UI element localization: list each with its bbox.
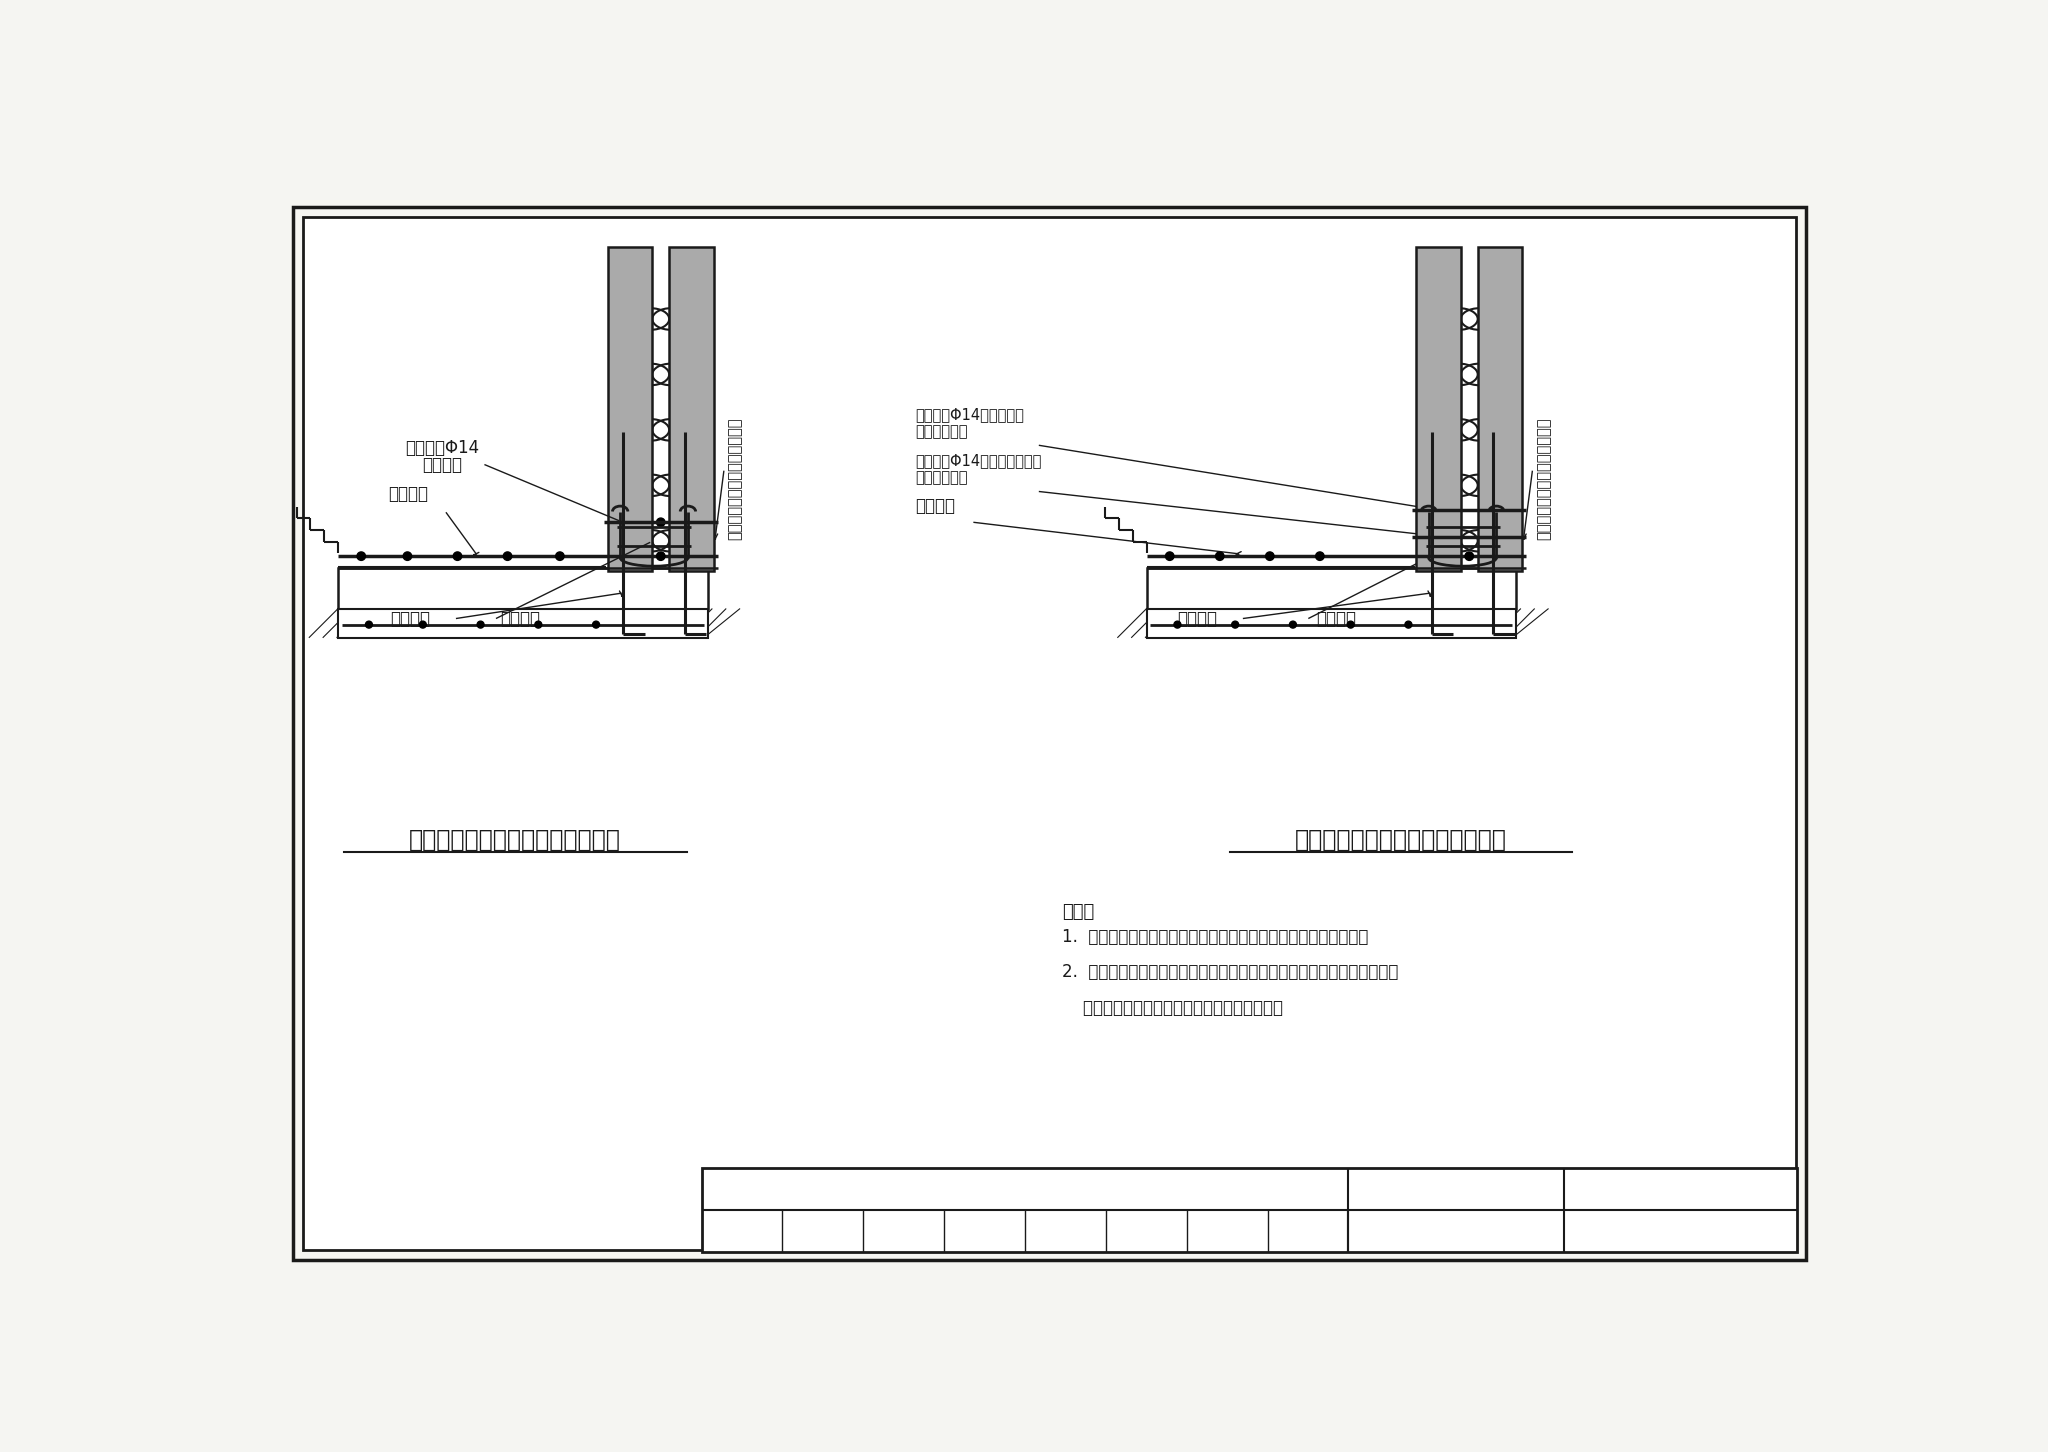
Circle shape xyxy=(1165,552,1174,560)
Text: 校对: 校对 xyxy=(977,1223,993,1236)
Text: 矩形管道侧墙底部构造示意（一）: 矩形管道侧墙底部构造示意（一） xyxy=(410,828,621,851)
Text: 1.  底层模块灌孔混凝土强度等级与基础底板混凝土强度等级相同。: 1. 底层模块灌孔混凝土强度等级与基础底板混凝土强度等级相同。 xyxy=(1063,928,1368,947)
Circle shape xyxy=(657,518,666,527)
Circle shape xyxy=(453,552,461,560)
Text: 施工单位亦可采用图示以外的其他定位方式。: 施工单位亦可采用图示以外的其他定位方式。 xyxy=(1063,999,1282,1016)
Text: 52: 52 xyxy=(1716,1179,1745,1199)
Circle shape xyxy=(1464,552,1473,560)
Bar xyxy=(1147,569,1516,608)
Text: 底板钢筋: 底板钢筋 xyxy=(915,497,956,514)
Text: 说明：: 说明： xyxy=(1063,903,1094,922)
Text: 设计: 设计 xyxy=(1139,1223,1155,1236)
Circle shape xyxy=(1231,621,1239,629)
Text: （通长设置）: （通长设置） xyxy=(915,424,969,439)
Circle shape xyxy=(1266,552,1274,560)
Text: （通长）: （通长） xyxy=(422,456,463,473)
Text: 李旻: 李旻 xyxy=(1219,1223,1235,1236)
Circle shape xyxy=(1315,552,1325,560)
Bar xyxy=(1415,247,1460,571)
Text: 定位钢筋Φ14与底板钢筋点焊: 定位钢筋Φ14与底板钢筋点焊 xyxy=(915,453,1042,469)
Bar xyxy=(338,569,709,608)
Text: 本炎: 本炎 xyxy=(1300,1223,1317,1236)
Bar xyxy=(1479,247,1522,571)
Text: 温丽晖: 温丽晖 xyxy=(1053,1223,1077,1236)
Text: 底层模块与底板混凝土同步浇筑: 底层模块与底板混凝土同步浇筑 xyxy=(1536,417,1550,540)
Bar xyxy=(338,608,709,637)
Text: 墙底插筋: 墙底插筋 xyxy=(1178,610,1217,627)
Circle shape xyxy=(403,552,412,560)
Text: 底板钢筋: 底板钢筋 xyxy=(389,485,428,502)
Circle shape xyxy=(1217,552,1225,560)
Circle shape xyxy=(535,621,543,629)
Circle shape xyxy=(365,621,373,629)
Bar xyxy=(702,1167,1796,1252)
Text: 页: 页 xyxy=(1624,1182,1634,1196)
Text: 定位钢筋Φ14: 定位钢筋Φ14 xyxy=(406,439,479,457)
Text: 52: 52 xyxy=(1716,1220,1745,1240)
Text: 底层模块与底板混凝土同步浇筑: 底层模块与底板混凝土同步浇筑 xyxy=(727,417,743,540)
Circle shape xyxy=(1348,621,1354,629)
Circle shape xyxy=(420,621,426,629)
Text: 2.  墙底钢筋支架两种做法任选一种，钢筋支架规格及间距由施工方确定，: 2. 墙底钢筋支架两种做法任选一种，钢筋支架规格及间距由施工方确定， xyxy=(1063,964,1399,982)
Circle shape xyxy=(555,552,563,560)
Circle shape xyxy=(477,621,483,629)
Text: 页: 页 xyxy=(1624,1223,1634,1237)
Text: 09SMS202-1: 09SMS202-1 xyxy=(1411,1192,1516,1211)
Circle shape xyxy=(504,552,512,560)
Text: 墙底插筋: 墙底插筋 xyxy=(391,610,430,627)
Circle shape xyxy=(356,552,365,560)
Circle shape xyxy=(592,621,600,629)
Bar xyxy=(1147,608,1516,637)
Bar xyxy=(670,247,715,571)
Text: （通长设置）: （通长设置） xyxy=(915,470,969,485)
Circle shape xyxy=(1290,621,1296,629)
Circle shape xyxy=(1405,621,1411,629)
Text: 审核: 审核 xyxy=(733,1223,750,1236)
Text: 矩形管道侧墙底部构造示意（二）: 矩形管道侧墙底部构造示意（二） xyxy=(1294,828,1507,851)
Text: 定位钢筋Φ14与插筋点焊: 定位钢筋Φ14与插筋点焊 xyxy=(915,407,1024,423)
Text: 矩形管道侧墙底部构造示意图: 矩形管道侧墙底部构造示意图 xyxy=(895,1172,1155,1205)
Text: 何: 何 xyxy=(819,1223,827,1236)
Circle shape xyxy=(657,552,666,560)
Circle shape xyxy=(1174,621,1182,629)
Text: 彬: 彬 xyxy=(899,1223,907,1236)
Text: 图集号: 图集号 xyxy=(1358,1170,1382,1185)
Bar xyxy=(608,247,651,571)
Text: 钢筋支架: 钢筋支架 xyxy=(500,610,541,627)
Text: 钢筋支架: 钢筋支架 xyxy=(1317,610,1356,627)
